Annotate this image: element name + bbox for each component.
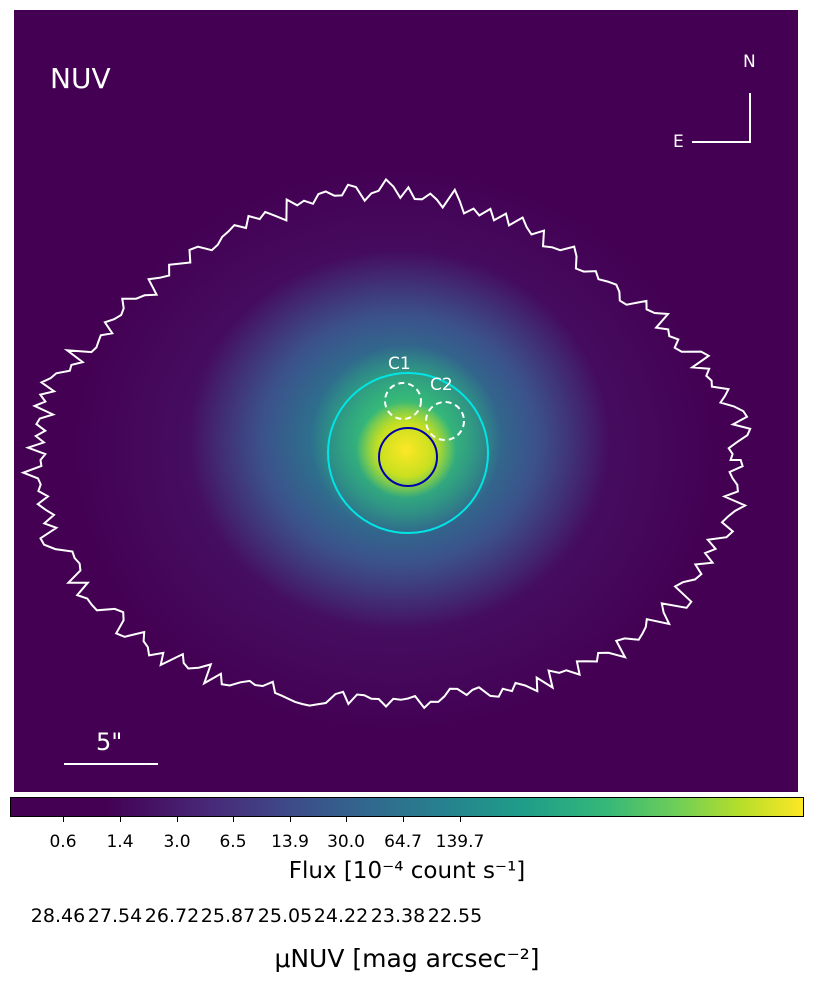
- colorbar-tick: [403, 817, 404, 822]
- colorbar: [10, 797, 804, 817]
- c2-label: C2: [430, 375, 453, 395]
- mag-tick-label: 23.38: [370, 905, 426, 927]
- flux-tick-label: 0.6: [49, 832, 77, 852]
- cyan-aperture: [327, 372, 489, 534]
- colorbar-tick: [120, 817, 121, 822]
- scale-label: 5": [96, 728, 123, 756]
- galaxy-emission: [14, 10, 798, 792]
- flux-tick-label: 139.7: [435, 832, 485, 852]
- overlay: [20, 93, 752, 765]
- isophote-contour: [20, 177, 752, 710]
- colorbar-tick: [63, 817, 64, 822]
- flux-tick-label: 30.0: [327, 832, 365, 852]
- colorbar-tick: [346, 817, 347, 822]
- colorbar-tick: [290, 817, 291, 822]
- east-label: E: [673, 132, 684, 152]
- north-label: N: [743, 52, 756, 72]
- colorbar-tick: [177, 817, 178, 822]
- mag-tick-label: 24.22: [313, 905, 369, 927]
- c1-label: C1: [388, 354, 411, 374]
- blue-aperture: [378, 427, 438, 487]
- mag-tick-label: 26.72: [144, 905, 200, 927]
- nuv-image: NUV N E 5" C1 C2: [14, 10, 798, 792]
- c2-aperture: [425, 401, 465, 441]
- mag-tick-label: 28.46: [30, 905, 86, 927]
- flux-tick-label: 64.7: [384, 832, 422, 852]
- colorbar-tick: [233, 817, 234, 822]
- flux-tick-label: 13.9: [271, 832, 309, 852]
- mag-tick-label: 25.05: [257, 905, 313, 927]
- mag-tick-label: 27.54: [87, 905, 143, 927]
- colorbar-tick: [460, 817, 461, 822]
- c1-aperture: [384, 382, 422, 420]
- band-label: NUV: [50, 62, 111, 95]
- flux-tick-label: 1.4: [106, 832, 134, 852]
- flux-tick-label: 6.5: [219, 832, 247, 852]
- mag-tick-label: 25.87: [200, 905, 256, 927]
- flux-axis-label: Flux [10⁻⁴ count s⁻¹]: [288, 858, 526, 884]
- mag-axis-label: μNUV [mag arcsec⁻²]: [274, 944, 540, 973]
- mag-tick-label: 22.55: [427, 905, 483, 927]
- flux-tick-label: 3.0: [163, 832, 191, 852]
